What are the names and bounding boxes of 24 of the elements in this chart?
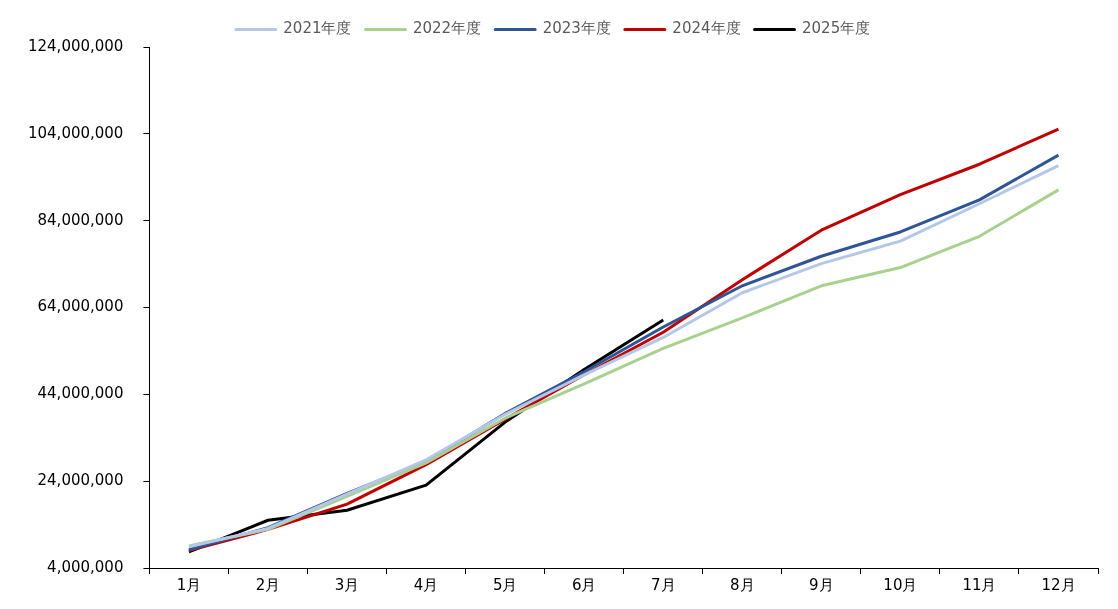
x-tick-label: 7月: [650, 575, 676, 594]
legend-label: 2024年度: [672, 19, 741, 38]
x-tick-label: 4月: [413, 575, 439, 594]
x-tick-label: 1月: [176, 575, 202, 594]
y-tick-label: 104,000,000: [27, 123, 124, 142]
x-tick-label: 2月: [255, 575, 281, 594]
x-tick-label: 5月: [492, 575, 518, 594]
y-tick-label: 124,000,000: [27, 36, 124, 55]
legend-label: 2023年度: [542, 19, 611, 38]
legend-label: 2022年度: [412, 19, 482, 38]
y-tick-label: 24,000,000: [37, 471, 124, 490]
x-tick-label: 10月: [883, 575, 918, 594]
legend-label: 2025年度: [802, 19, 871, 38]
x-tick-label: 8月: [730, 575, 755, 594]
x-tick-label: 11月: [962, 575, 997, 594]
y-tick-label: 84,000,000: [37, 210, 124, 229]
legend-label: 2021年度: [283, 19, 352, 38]
x-tick-label: 9月: [809, 575, 834, 594]
x-tick-label: 12月: [1041, 575, 1076, 594]
y-tick-label: 4,000,000: [47, 557, 124, 576]
x-tick-label: 6月: [571, 575, 597, 594]
y-tick-label: 64,000,000: [37, 297, 124, 316]
x-tick-label: 3月: [334, 575, 360, 594]
y-tick-label: 44,000,000: [37, 384, 124, 403]
